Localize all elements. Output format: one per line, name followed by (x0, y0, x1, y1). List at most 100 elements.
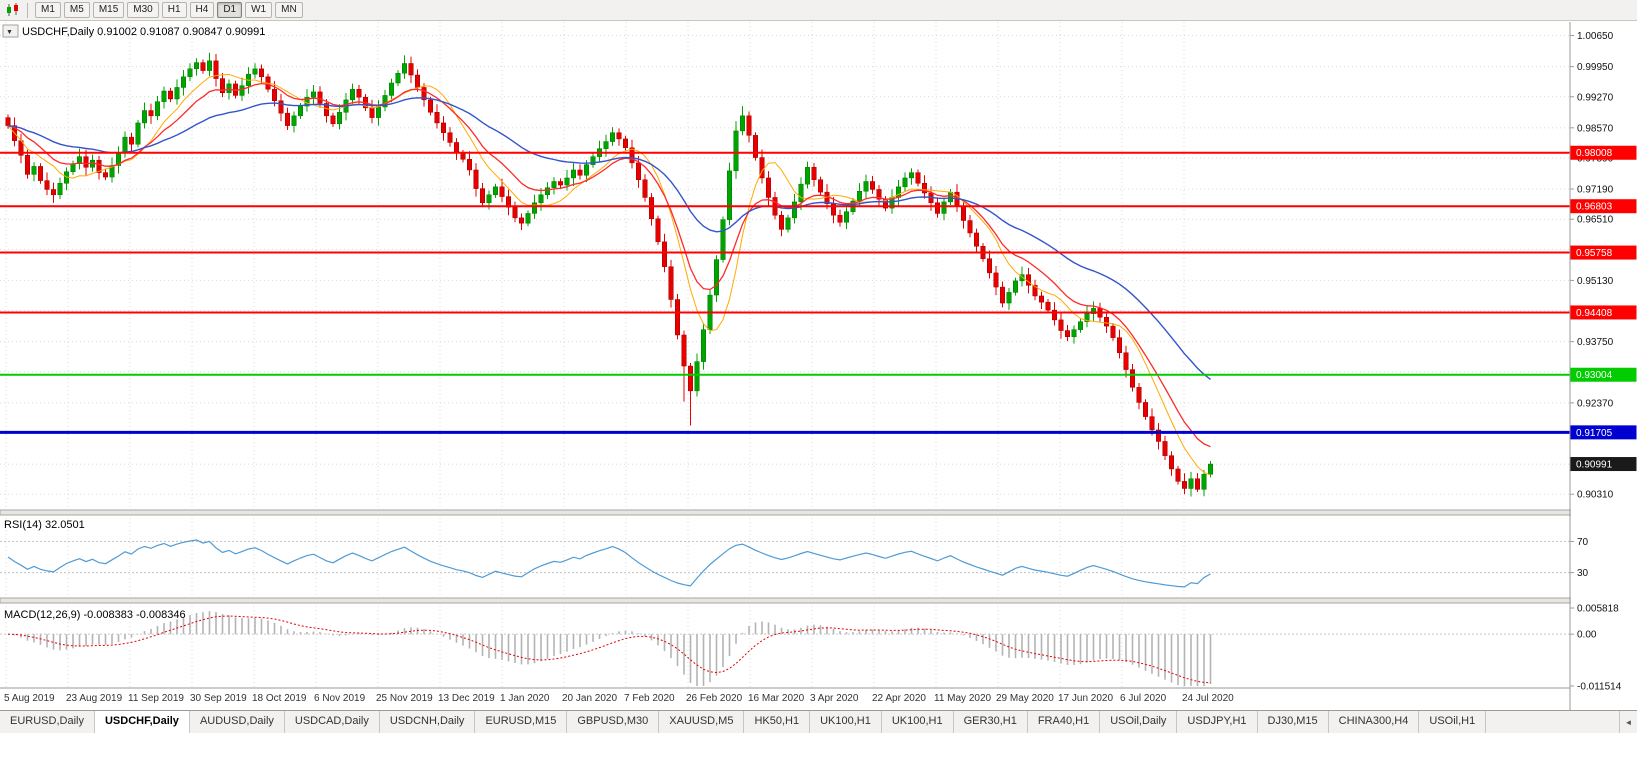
price-flag-0.95758: 0.95758 (1570, 245, 1637, 260)
pane-separator-2[interactable] (0, 597, 1637, 604)
chart-tab-usdchf-daily[interactable]: USDCHF,Daily (94, 711, 190, 733)
price-flag-0.98008: 0.98008 (1570, 145, 1637, 160)
chart-tabs: EURUSD,Daily USDCHF,Daily AUDUSD,Daily USDC… (0, 711, 1487, 733)
svg-text:70: 70 (1577, 537, 1589, 548)
chart-tab-hk50-h1[interactable]: HK50,H1 (744, 711, 811, 733)
chart-tab-bar: EURUSD,Daily USDCHF,Daily AUDUSD,Daily USDC… (0, 710, 1637, 733)
svg-text:7 Feb 2020: 7 Feb 2020 (624, 693, 675, 704)
svg-text:3 Apr 2020: 3 Apr 2020 (810, 693, 859, 704)
chart-tab-usdcnh-daily[interactable]: USDCNH,Daily (379, 711, 476, 733)
price-axis-background (1571, 22, 1637, 710)
svg-text:-0.011514: -0.011514 (1577, 682, 1622, 693)
rsi-pane[interactable] (0, 539, 1570, 588)
svg-text:0.93750: 0.93750 (1577, 337, 1614, 348)
candlestick-series[interactable] (5, 52, 1213, 497)
chart-tab-eurusd-daily[interactable]: EURUSD,Daily (0, 711, 95, 733)
chart-tab-audusd-daily[interactable]: AUDUSD,Daily (189, 711, 285, 733)
chart-tab-usdjpy-h1[interactable]: USDJPY,H1 (1177, 711, 1258, 733)
chart-tab-eurusd-m15[interactable]: EURUSD,M15 (475, 711, 568, 733)
grid (0, 22, 1570, 688)
ma-medium-line[interactable] (7, 82, 1211, 448)
candlestick-chart-icon-glyph (6, 3, 18, 16)
chart-tab-usdcad-daily[interactable]: USDCAD,Daily (284, 711, 380, 733)
chart-tab-ger30-h1[interactable]: GER30,H1 (953, 711, 1028, 733)
chart-area[interactable]: 1.006500.999500.992700.985700.978900.971… (0, 22, 1637, 710)
chart-tab-gbpusd-m30[interactable]: GBPUSD,M30 (567, 711, 660, 733)
svg-text:0.005818: 0.005818 (1577, 604, 1619, 615)
svg-text:26 Feb 2020: 26 Feb 2020 (686, 693, 743, 704)
svg-text:0.96510: 0.96510 (1577, 215, 1614, 226)
svg-text:0.98008: 0.98008 (1576, 148, 1613, 159)
svg-text:11 Sep 2019: 11 Sep 2019 (128, 693, 184, 704)
chart-tab-china300-h4[interactable]: CHINA300,H4 (1328, 711, 1420, 733)
svg-text:0.90310: 0.90310 (1577, 490, 1614, 501)
svg-text:0.94408: 0.94408 (1576, 308, 1613, 319)
timeframe-button-H1[interactable]: H1 (161, 2, 187, 18)
toolbar-separator (27, 2, 28, 18)
svg-text:0.99270: 0.99270 (1577, 92, 1614, 103)
macd-label: MACD(12,26,9) -0.008383 -0.008346 (4, 609, 186, 621)
svg-text:0.97190: 0.97190 (1577, 185, 1614, 196)
chart-tab-dj30-m15[interactable]: DJ30,M15 (1257, 711, 1329, 733)
svg-text:6 Nov 2019: 6 Nov 2019 (314, 693, 366, 704)
chart-tab-uk100-h1[interactable]: UK100,H1 (881, 711, 954, 733)
timeframe-buttons: M1 M5 M15 M30 H1 H4 D1 W1 MN (35, 2, 303, 18)
svg-text:1 Jan 2020: 1 Jan 2020 (500, 693, 550, 704)
svg-text:0.95758: 0.95758 (1576, 248, 1613, 259)
chart-tab-uk100-h1[interactable]: UK100,H1 (810, 711, 882, 733)
time-axis[interactable]: 5 Aug 2019 23 Aug 2019 11 Sep 2019 30 Sep 2… (4, 693, 1234, 704)
timeframe-button-W1[interactable]: W1 (245, 2, 273, 18)
chart-tab-usoil-daily[interactable]: USOil,Daily (1100, 711, 1178, 733)
timeframe-button-M15[interactable]: M15 (92, 2, 125, 18)
candlestick-chart-icon[interactable] (4, 3, 22, 18)
svg-text:23 Aug 2019: 23 Aug 2019 (66, 693, 123, 704)
timeframe-button-M30[interactable]: M30 (127, 2, 159, 18)
price-flag-0.90991: 0.90991 (1570, 457, 1637, 472)
svg-text:13 Dec 2019: 13 Dec 2019 (438, 693, 495, 704)
svg-text:16 Mar 2020: 16 Mar 2020 (748, 693, 805, 704)
pane-separator-1[interactable] (0, 509, 1637, 516)
svg-text:0.95130: 0.95130 (1577, 276, 1614, 287)
chart-tab-fra40-h1[interactable]: FRA40,H1 (1027, 711, 1101, 733)
svg-text:22 Apr 2020: 22 Apr 2020 (872, 693, 926, 704)
rsi-label: RSI(14) 32.0501 (4, 519, 85, 531)
macd-signal-line (7, 615, 1211, 684)
svg-text:5 Aug 2019: 5 Aug 2019 (4, 693, 55, 704)
ma-fast-line[interactable] (7, 73, 1211, 476)
price-flags: 0.98008 0.96803 0.95758 0.94408 0.93004 0.917… (1570, 145, 1637, 472)
level-lines (0, 151, 1570, 434)
svg-text:24 Jul 2020: 24 Jul 2020 (1182, 693, 1234, 704)
price-flag-0.94408: 0.94408 (1570, 305, 1637, 320)
svg-text:30 Sep 2019: 30 Sep 2019 (190, 693, 247, 704)
svg-text:17 Jun 2020: 17 Jun 2020 (1058, 693, 1113, 704)
svg-text:0.96803: 0.96803 (1576, 202, 1613, 213)
svg-text:0.98570: 0.98570 (1577, 123, 1614, 134)
timeframe-button-M1[interactable]: M1 (35, 2, 61, 18)
price-flag-0.91705: 0.91705 (1570, 425, 1637, 440)
macd-histogram (13, 611, 1212, 686)
chart-tab-xauusd-m5[interactable]: XAUUSD,M5 (659, 711, 745, 733)
ma-slow-line[interactable] (7, 97, 1211, 380)
timeframe-button-MN[interactable]: MN (275, 2, 303, 18)
svg-text:0.92370: 0.92370 (1577, 398, 1614, 409)
tab-scroll-left-icon: ◄ (1624, 718, 1633, 727)
svg-text:18 Oct 2019: 18 Oct 2019 (252, 693, 307, 704)
svg-text:11 May 2020: 11 May 2020 (934, 693, 992, 704)
svg-text:6 Jul 2020: 6 Jul 2020 (1120, 693, 1167, 704)
symbol-dropdown-button[interactable] (2, 24, 19, 38)
chart-header: ▼ USDCHF,Daily 0.91002 0.91087 0.90847 0.… (2, 24, 265, 621)
svg-text:0.99950: 0.99950 (1577, 62, 1614, 73)
macd-pane[interactable] (0, 611, 1570, 686)
timeframe-button-D1[interactable]: D1 (217, 2, 243, 18)
price-flag-0.93004: 0.93004 (1570, 367, 1637, 382)
svg-text:29 May 2020: 29 May 2020 (996, 693, 1054, 704)
timeframe-button-H4[interactable]: H4 (189, 2, 215, 18)
timeframe-button-M5[interactable]: M5 (63, 2, 90, 18)
chart-tab-usoil-h1[interactable]: USOil,H1 (1419, 711, 1487, 733)
svg-text:25 Nov 2019: 25 Nov 2019 (376, 693, 433, 704)
svg-text:0.93004: 0.93004 (1576, 370, 1613, 381)
tab-scroll-left-button[interactable]: ◄ (1619, 711, 1637, 733)
svg-text:1.00650: 1.00650 (1577, 31, 1614, 42)
svg-text:20 Jan 2020: 20 Jan 2020 (562, 693, 617, 704)
timeframe-toolbar: M1 M5 M15 M30 H1 H4 D1 W1 MN (0, 0, 1637, 21)
